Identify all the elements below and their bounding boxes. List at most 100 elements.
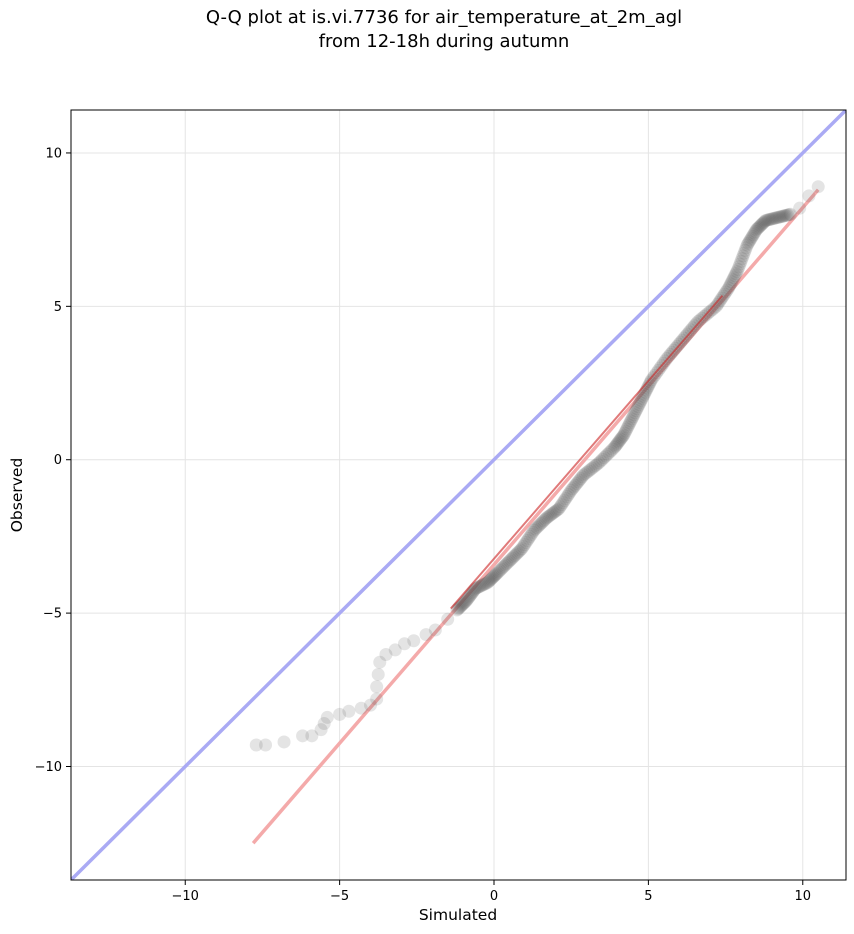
data-point — [732, 260, 746, 274]
data-point — [529, 522, 543, 536]
data-point — [450, 603, 464, 617]
data-point — [601, 447, 615, 461]
data-point — [725, 275, 739, 289]
data-point — [477, 577, 491, 591]
data-point — [458, 595, 472, 609]
data-point — [743, 233, 757, 247]
data-point — [634, 393, 648, 407]
data-point — [626, 410, 640, 424]
data-point — [467, 583, 481, 597]
data-point — [522, 531, 536, 545]
data-point — [728, 269, 742, 283]
data-point — [481, 575, 495, 589]
x-tick-label: 10 — [794, 889, 811, 904]
data-point — [739, 241, 753, 255]
data-point — [407, 634, 421, 648]
data-point — [453, 600, 467, 614]
data-point — [545, 507, 559, 521]
data-point — [483, 573, 497, 587]
data-point — [709, 299, 723, 313]
data-point — [493, 564, 507, 578]
data-point — [625, 412, 639, 426]
x-axis-label: Simulated — [419, 906, 497, 924]
data-point — [509, 547, 523, 561]
data-point — [712, 295, 726, 309]
data-point — [723, 279, 737, 293]
data-point — [370, 692, 384, 706]
data-point — [742, 235, 756, 249]
data-point — [729, 267, 743, 281]
data-point — [539, 511, 553, 525]
chart-title-line-1: Q-Q plot at is.vi.7736 for air_temperatu… — [205, 7, 683, 28]
data-point — [487, 569, 501, 583]
data-point — [507, 550, 521, 564]
data-point — [497, 559, 511, 573]
data-point — [755, 218, 769, 232]
data-point — [736, 249, 750, 263]
data-point — [526, 525, 540, 539]
data-point — [371, 667, 385, 681]
data-point — [259, 738, 273, 752]
data-point — [641, 379, 655, 393]
data-point — [783, 207, 797, 221]
data-point — [473, 580, 487, 594]
data-point — [549, 504, 563, 518]
data-point — [463, 588, 477, 602]
data-point — [599, 449, 613, 463]
data-point — [735, 252, 749, 266]
data-point — [486, 570, 500, 584]
data-point — [595, 452, 609, 466]
data-point — [537, 514, 551, 528]
data-point — [757, 215, 771, 229]
data-point — [333, 707, 347, 721]
data-point — [630, 402, 644, 416]
data-point — [559, 492, 573, 506]
data-point — [607, 440, 621, 454]
data-point — [342, 704, 356, 718]
data-point — [542, 509, 556, 523]
data-point — [614, 432, 628, 446]
data-point — [738, 243, 752, 257]
data-point — [613, 434, 627, 448]
data-point — [643, 375, 657, 389]
data-point — [731, 263, 745, 277]
data-point — [577, 468, 591, 482]
data-point — [608, 439, 622, 453]
data-point — [511, 546, 525, 560]
data-point — [612, 435, 626, 449]
data-point — [594, 454, 608, 468]
data-point — [575, 470, 589, 484]
data-point — [774, 210, 788, 224]
data-point — [772, 210, 786, 224]
data-point — [767, 211, 781, 225]
data-point — [722, 281, 736, 295]
data-point — [811, 180, 825, 194]
data-point — [364, 698, 378, 712]
data-point — [624, 414, 638, 428]
data-point — [766, 212, 780, 226]
data-point — [583, 463, 597, 477]
data-point — [485, 571, 499, 585]
data-point — [637, 387, 651, 401]
data-point — [768, 211, 782, 225]
data-point — [753, 220, 767, 234]
data-point — [520, 534, 534, 548]
data-point — [524, 527, 538, 541]
data-point — [459, 594, 473, 608]
x-tick-label: −5 — [330, 889, 349, 904]
data-point — [578, 467, 592, 481]
data-point — [730, 265, 744, 279]
data-point — [719, 285, 733, 299]
data-point — [556, 496, 570, 510]
data-point — [482, 574, 496, 588]
data-point — [538, 512, 552, 526]
data-point — [277, 735, 291, 749]
data-point — [572, 473, 586, 487]
data-point — [620, 422, 634, 436]
data-point — [781, 208, 795, 222]
data-point — [516, 540, 530, 554]
data-point — [752, 221, 766, 235]
data-point — [320, 710, 334, 724]
y-tick-label: −10 — [35, 760, 62, 775]
data-point — [631, 400, 645, 414]
